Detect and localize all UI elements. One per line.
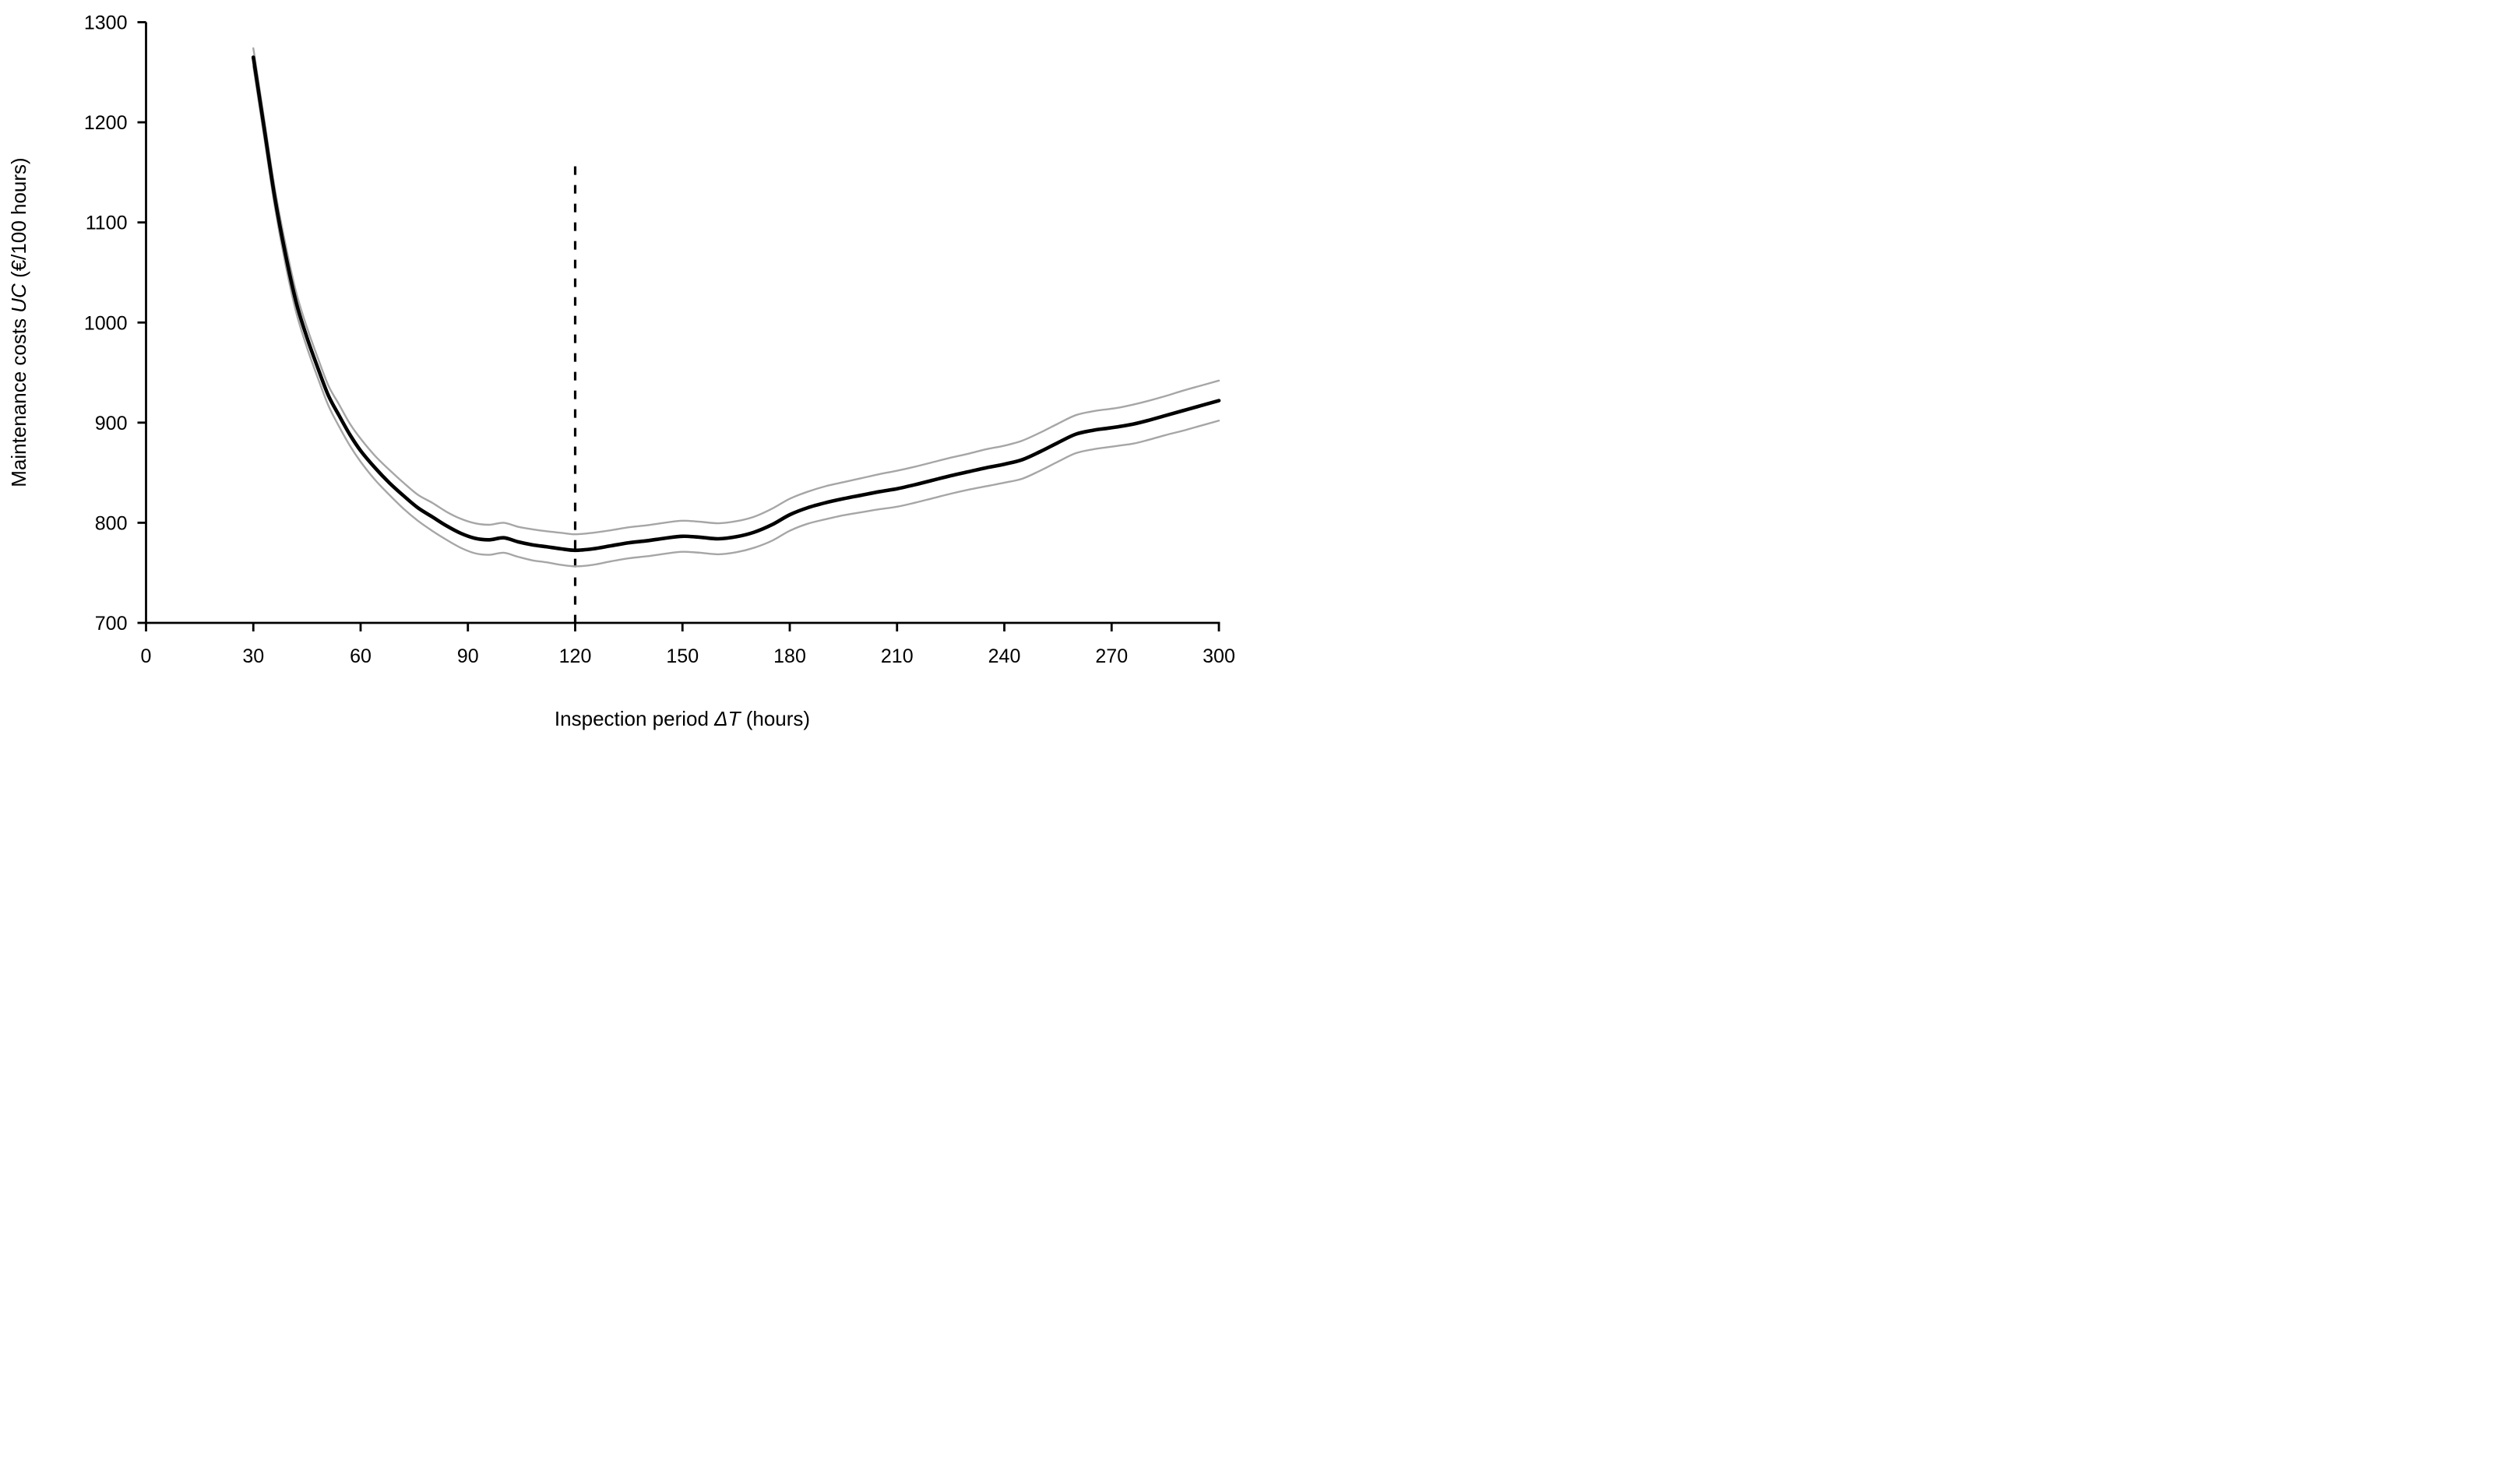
x-axis-tick-label: 210 <box>881 645 914 667</box>
upper-confidence-bound-curve <box>252 47 1220 536</box>
y-axis-tick-label: 700 <box>95 613 128 635</box>
x-axis-title-symbol: ΔT <box>713 707 741 730</box>
x-axis-title: Inspection period ΔT (hours) <box>555 707 810 730</box>
mean-maintenance-cost-curve <box>251 55 1221 553</box>
maintenance-cost-chart: 0 30 60 90 120 150 180 210 240 270 300 700 800 900 100… <box>0 0 1248 742</box>
lower-confidence-bound-curve <box>252 65 1220 568</box>
y-axis-tick-label: 1100 <box>86 213 128 234</box>
x-axis-tick-label: 60 <box>350 645 372 667</box>
y-axis-tick-label: 1300 <box>84 12 128 34</box>
y-axis-tick-label: 800 <box>95 512 128 534</box>
x-axis-tick-label: 150 <box>666 645 699 667</box>
y-axis-tick-label: 1200 <box>84 112 128 134</box>
y-axis-tick-label: 1000 <box>84 312 128 334</box>
x-axis-tick-label: 270 <box>1095 645 1128 667</box>
x-axis-tick-label: 0 <box>141 645 152 667</box>
x-axis-tick-label: 300 <box>1203 645 1235 667</box>
x-axis-tick-label: 90 <box>457 645 479 667</box>
x-axis-tick-label: 240 <box>988 645 1021 667</box>
x-axis-tick-label: 30 <box>242 645 264 667</box>
y-axis-title-symbol: UC <box>7 283 30 313</box>
plot-layer: 0 30 60 90 120 150 180 210 240 270 300 700 800 900 100… <box>84 12 1235 668</box>
x-axis-tick-label: 120 <box>559 645 592 667</box>
y-axis-title: Maintenance costs UC (€/100 hours) <box>7 157 30 487</box>
x-axis-tick-label: 180 <box>773 645 806 667</box>
y-axis-tick-label: 900 <box>95 413 128 434</box>
chart-canvas: 0 30 60 90 120 150 180 210 240 270 300 700 800 900 100… <box>7 12 1235 731</box>
